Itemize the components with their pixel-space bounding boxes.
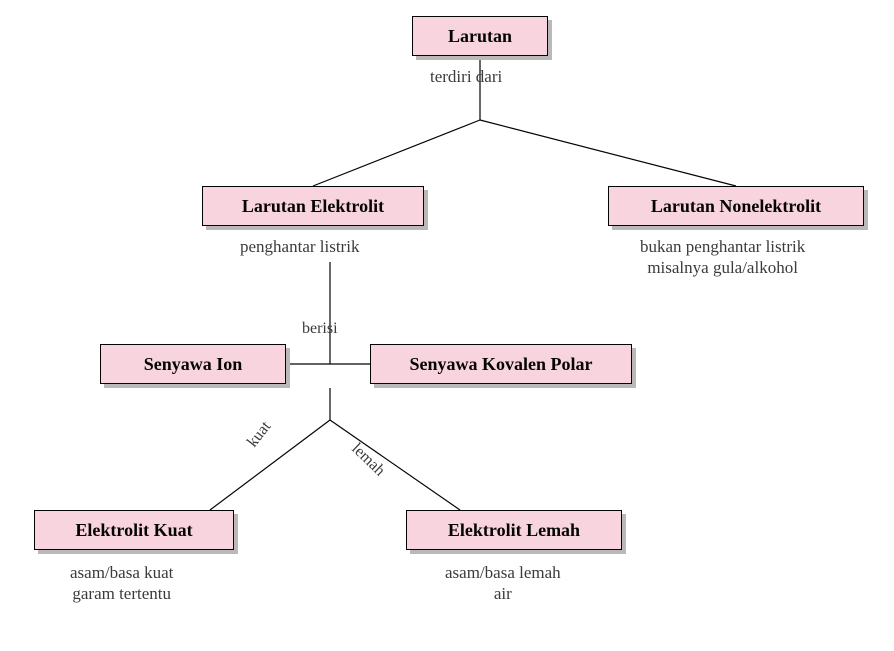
node-nonelec: Larutan Nonelektrolit — [608, 186, 864, 226]
text-asamkuat: asam/basa kuat garam tertentu — [70, 562, 173, 605]
text-terdiri: terdiri dari — [430, 66, 502, 87]
node-ion: Senyawa Ion — [100, 344, 286, 384]
edge-split_to_elec — [313, 120, 480, 186]
edge-to_lemah — [330, 420, 460, 510]
node-kov: Senyawa Kovalen Polar — [370, 344, 632, 384]
text-bukan: bukan penghantar listrik misalnya gula/a… — [640, 236, 805, 279]
text-penghantar: penghantar listrik — [240, 236, 359, 257]
node-kuat: Elektrolit Kuat — [34, 510, 234, 550]
node-elec: Larutan Elektrolit — [202, 186, 424, 226]
node-lemah: Elektrolit Lemah — [406, 510, 622, 550]
edge-label-berisi: berisi — [302, 320, 338, 338]
node-root: Larutan — [412, 16, 548, 56]
diagram-canvas: Larutan Larutan Elektrolit Larutan Nonelek… — [0, 0, 894, 651]
text-asamlemah: asam/basa lemah air — [445, 562, 561, 605]
edge-split_to_non — [480, 120, 736, 186]
